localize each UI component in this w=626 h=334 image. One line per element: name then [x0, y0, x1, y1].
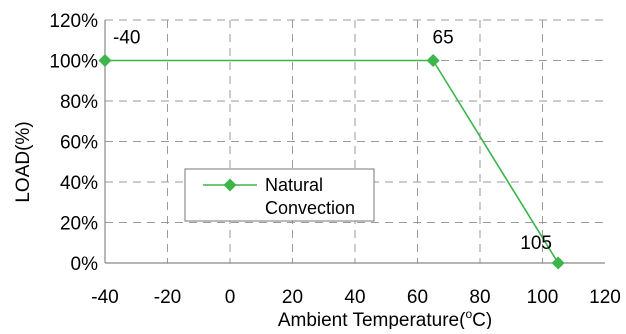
y-axis-title: LOAD(%): [13, 121, 34, 202]
legend-label-line2: Convection: [265, 198, 355, 218]
y-tick-label: 40%: [60, 173, 98, 194]
series-line: [105, 59, 559, 264]
grid-layer: [105, 19, 605, 263]
x-axis-title-main: Ambient Temperature(: [278, 310, 466, 329]
y-tick-label: 100%: [49, 52, 98, 73]
series-layer: [98, 54, 565, 270]
data-label: -40: [113, 28, 140, 49]
x-tick-label: 40: [344, 287, 365, 308]
data-point-marker: [551, 256, 565, 270]
axis-layer: 0% 20% 40% 60% 80% 100% 120% -40 -20 0 20 40 60 80 100…: [49, 11, 620, 308]
annotation-layer: -40 65 105: [113, 28, 552, 255]
legend-label-line1: Natural: [265, 175, 323, 195]
x-axis-title-sup: o: [465, 307, 472, 321]
x-tick-label: 100: [527, 287, 559, 308]
x-tick-label: 80: [469, 287, 490, 308]
x-axis-title-tail: C): [472, 310, 492, 329]
legend-box: [184, 168, 375, 222]
y-tick-label: 0%: [71, 254, 99, 275]
data-point-marker: [98, 54, 112, 67]
y-tick-label: 80%: [60, 92, 98, 113]
data-point-marker: [426, 54, 440, 67]
legend: Natural Convection: [184, 168, 375, 222]
y-tick-label: 120%: [49, 11, 98, 32]
y-tick-label: 20%: [60, 214, 98, 235]
y-tick-label: 60%: [60, 133, 98, 154]
x-tick-label: 120: [589, 287, 621, 308]
x-tick-label: 20: [282, 287, 303, 308]
x-tick-label: -40: [91, 287, 118, 308]
x-tick-label: 60: [407, 287, 428, 308]
data-label: 105: [520, 233, 552, 254]
legend-diamond-marker: [223, 178, 237, 192]
x-tick-label: 0: [225, 287, 236, 308]
x-tick-label: -20: [154, 287, 181, 308]
data-label: 65: [433, 28, 454, 49]
x-axis-title: Ambient Temperature(oC): [278, 307, 492, 329]
